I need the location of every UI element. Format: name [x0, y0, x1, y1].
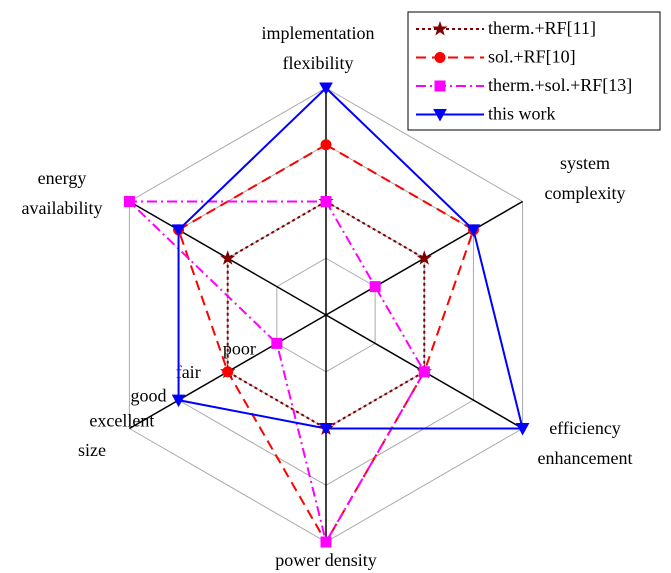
axis-label: energy [38, 168, 87, 188]
legend-label: sol.+RF[10] [488, 47, 576, 67]
legend-marker [434, 80, 446, 92]
axis-label: complexity [545, 183, 626, 203]
legend-marker [433, 109, 447, 122]
marker [515, 423, 530, 436]
series-line [126, 200, 426, 545]
marker [171, 224, 186, 237]
axis-label: system [560, 153, 610, 173]
legend-label: therm.+sol.+RF[13] [488, 75, 632, 95]
level-label: poor [223, 339, 256, 359]
axis-label: efficiency [549, 418, 621, 438]
marker [271, 337, 283, 349]
marker [171, 394, 186, 408]
marker [320, 536, 332, 548]
legend-box [407, 11, 661, 131]
axis-label: availability [22, 198, 103, 218]
axis-label: size [78, 440, 106, 460]
marker [319, 82, 333, 96]
marker [418, 366, 430, 378]
marker [466, 224, 481, 237]
marker [416, 250, 432, 265]
marker [220, 250, 236, 265]
legend-label: therm.+RF[11] [488, 18, 596, 38]
marker [319, 423, 333, 436]
axis-label: flexibility [283, 53, 354, 73]
marker [320, 139, 332, 151]
level-label: good [131, 385, 167, 405]
legend-marker [434, 52, 446, 63]
marker [222, 366, 234, 378]
axis-label: enhancement [538, 448, 633, 468]
marker [123, 196, 135, 207]
legend-label: this work [488, 104, 556, 124]
level-label: excellent [89, 411, 154, 431]
axis-label: power density [275, 550, 376, 570]
axis-label: implementation [262, 23, 375, 43]
marker [369, 281, 381, 293]
marker [320, 196, 332, 207]
legend-marker [432, 20, 448, 36]
level-label: fair [176, 362, 201, 382]
